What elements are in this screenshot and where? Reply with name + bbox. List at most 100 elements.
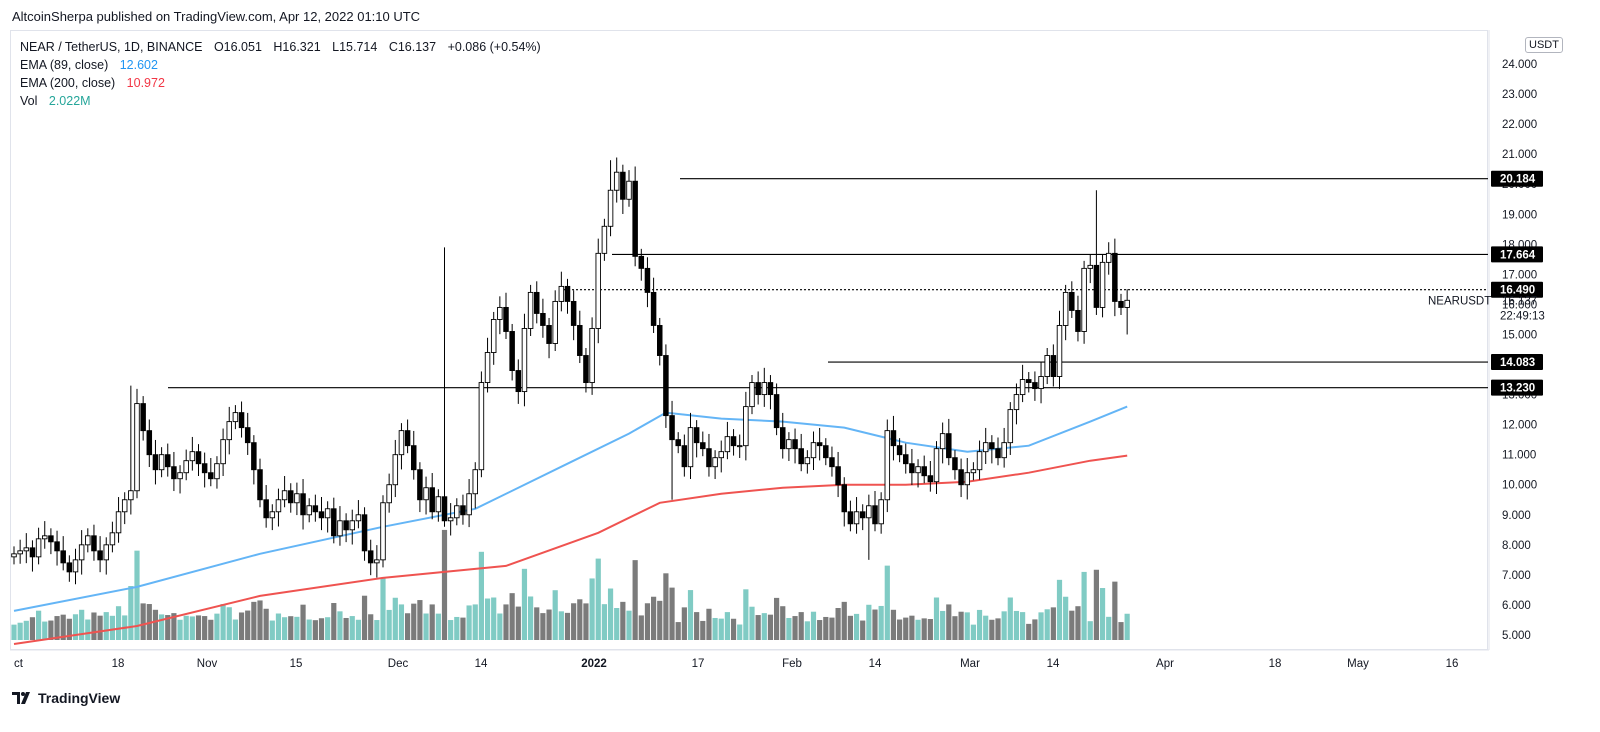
candle-body xyxy=(527,291,534,329)
volume-bar xyxy=(405,613,411,640)
volume-bar xyxy=(1056,579,1063,640)
volume-bar xyxy=(860,620,866,640)
volume-bar xyxy=(528,596,534,640)
volume-bar xyxy=(152,609,159,640)
volume-bar xyxy=(509,593,515,640)
volume-bar xyxy=(60,614,66,640)
candle-body xyxy=(257,469,263,501)
candle-body xyxy=(669,415,675,441)
volume-bar xyxy=(989,619,995,640)
legend-symbol-row[interactable]: NEAR / TetherUS, 1D, BINANCE O16.051 H16… xyxy=(20,38,541,56)
candle-body xyxy=(804,457,811,465)
candle-body xyxy=(115,511,122,534)
candle-body xyxy=(749,382,755,408)
candle-body xyxy=(367,550,374,564)
candle-body xyxy=(1062,291,1069,326)
candle-body xyxy=(1118,300,1124,308)
legend-symbol[interactable]: NEAR / TetherUS, 1D, BINANCE xyxy=(20,40,203,54)
ema-layer xyxy=(13,405,1128,645)
price-tick-label: 9.000 xyxy=(1502,510,1531,522)
candle-body xyxy=(644,267,651,293)
currency-tag[interactable]: USDT xyxy=(1525,37,1563,53)
volume-bar xyxy=(1093,569,1099,640)
candle-body xyxy=(706,448,712,468)
candle-body xyxy=(761,382,768,396)
candle-body xyxy=(521,328,528,393)
candle-body xyxy=(890,430,897,447)
candle-body xyxy=(964,472,971,486)
publisher-line: AltcoinSherpa published on TradingView.c… xyxy=(12,9,421,24)
volume-bar xyxy=(687,590,694,640)
legend-low: L15.714 xyxy=(332,40,378,54)
price-tick-label: 5.000 xyxy=(1502,630,1531,642)
volume-bar xyxy=(435,613,441,640)
legend-ema89-row[interactable]: EMA (89, close) 12.602 xyxy=(20,56,541,74)
volume-bar xyxy=(1081,571,1087,640)
volume-bar xyxy=(306,619,312,640)
volume-bar xyxy=(398,604,405,640)
volume-bar xyxy=(946,604,952,640)
volume-bar xyxy=(724,612,730,640)
volume-bar xyxy=(79,609,85,640)
volume-bar xyxy=(171,613,177,640)
volume-bar xyxy=(515,606,521,640)
volume-bar xyxy=(1063,596,1069,640)
volume-bar xyxy=(847,615,853,640)
candle-body xyxy=(564,285,571,302)
volume-bar xyxy=(730,618,737,640)
volume-bar xyxy=(1069,610,1075,640)
candle-body xyxy=(189,451,196,462)
price-tick-label: 17.000 xyxy=(1502,269,1537,281)
candle-body xyxy=(540,312,546,326)
candle-body xyxy=(331,508,337,537)
candle-body xyxy=(798,448,804,465)
price-axis[interactable]: 5.000 6.000 7.000 8.000 9.000 10.000 11.000 12.… xyxy=(1428,30,1545,650)
candle-body xyxy=(343,520,349,531)
candle-body xyxy=(35,538,42,558)
volume-bar xyxy=(663,573,669,640)
candle-body xyxy=(693,427,700,444)
volume-bar xyxy=(878,605,884,640)
time-tick-label: Feb xyxy=(782,658,802,670)
candle-body xyxy=(1093,264,1100,308)
volume-bar xyxy=(429,604,435,640)
volume-bar xyxy=(497,613,503,640)
candle-body xyxy=(675,439,681,447)
candle-body xyxy=(454,505,460,519)
time-tick-label: May xyxy=(1347,658,1369,670)
price-tick-label: 23.000 xyxy=(1502,89,1537,101)
volume-bar xyxy=(128,586,134,640)
volume-bar xyxy=(275,613,282,640)
price-tick-label: 7.000 xyxy=(1502,570,1531,582)
volume-bar xyxy=(694,612,700,640)
candle-body xyxy=(171,466,177,480)
volume-bar xyxy=(97,615,103,640)
candle-body xyxy=(164,454,171,468)
volume-bar xyxy=(478,551,484,640)
volume-bar xyxy=(392,597,398,640)
legend-volume-row[interactable]: Vol 2.022M xyxy=(20,92,541,110)
legend-change: +0.086 (+0.54%) xyxy=(447,40,541,54)
candle-body xyxy=(66,562,73,573)
time-axis[interactable]: ct 18 Nov 15 Dec 14 2022 17 Feb 14 Mar 14 Apr 18 May 16 xyxy=(10,649,1489,670)
legend-ema200-row[interactable]: EMA (200, close) 10.972 xyxy=(20,74,541,92)
time-tick-label: 14 xyxy=(475,658,488,670)
candle-body xyxy=(792,439,798,450)
candle-body xyxy=(423,487,429,501)
candle-body xyxy=(1007,409,1014,444)
volume-bar xyxy=(448,620,454,640)
level-price-label-bg xyxy=(1491,354,1543,371)
volume-bar xyxy=(995,618,1001,640)
time-tick-label: Apr xyxy=(1156,658,1174,670)
candle-body xyxy=(952,457,958,471)
volume-bar xyxy=(626,610,632,640)
candle-body xyxy=(1081,267,1087,332)
candle-body xyxy=(54,541,60,552)
footer-brand: TradingView xyxy=(38,690,121,706)
volume-bar xyxy=(669,587,675,640)
volume-bar xyxy=(767,614,774,640)
candle-body xyxy=(970,469,977,474)
candle-body xyxy=(109,532,116,546)
tradingview-footer[interactable]: TradingView xyxy=(12,690,120,706)
